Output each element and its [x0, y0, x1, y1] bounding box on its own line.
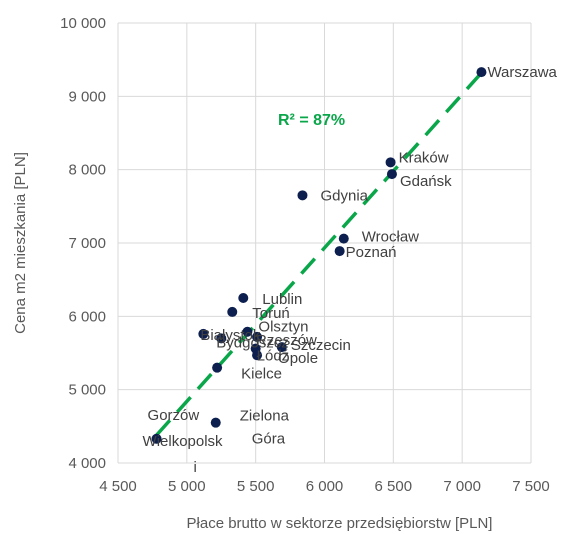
data-point: [476, 67, 487, 78]
point-label: Olsztyn: [258, 319, 308, 336]
y-tick-label: 10 000: [60, 15, 106, 32]
data-point: [212, 362, 223, 373]
point-label: Kielce: [241, 366, 282, 383]
y-tick-label: 6 000: [68, 308, 106, 325]
data-point: [386, 169, 397, 180]
data-point: [198, 328, 209, 339]
data-point: [210, 417, 221, 428]
y-tick-label: 4 000: [68, 455, 106, 472]
point-label: Toruń: [252, 305, 290, 322]
point-label: Poznań: [346, 244, 397, 261]
trendline-group: [155, 71, 483, 437]
trendline: [155, 71, 483, 437]
y-tick-label: 5 000: [68, 382, 106, 399]
x-tick-label: 7 500: [512, 478, 550, 495]
point-label: Warszawa: [487, 64, 557, 81]
r-squared-annotation: R² = 87%: [278, 112, 345, 129]
y-tick-label: 8 000: [68, 162, 106, 179]
point-label: Lublin: [262, 291, 302, 308]
data-point: [385, 157, 396, 168]
point-label: Gdańsk: [400, 173, 452, 190]
data-point: [216, 333, 227, 344]
data-point: [276, 342, 287, 353]
data-point: [334, 246, 345, 257]
data-point: [297, 190, 308, 201]
point-label: Gdynia: [320, 187, 368, 204]
point-label: Kraków: [399, 149, 449, 166]
point-label: Zielona Góra: [240, 408, 290, 448]
data-point: [252, 331, 263, 342]
x-tick-label: 4 500: [99, 478, 137, 495]
grid: [117, 22, 532, 464]
point-label: Rzeszów: [256, 332, 317, 349]
x-axis-title: Płace brutto w sektorze przedsiębiorstw …: [187, 515, 493, 532]
x-tick-label: 6 000: [306, 478, 344, 495]
y-axis-title: Cena m2 mieszkania [PLN]: [12, 152, 29, 334]
data-point: [242, 326, 253, 337]
x-tick-label: 6 500: [375, 478, 413, 495]
data-point: [238, 293, 249, 303]
point-label: Bydgoszcz: [216, 334, 289, 351]
data-point: [252, 350, 263, 361]
data-point: [338, 233, 349, 244]
data-point: [151, 433, 162, 444]
point-label: Gorzów Wielkopolsk i: [143, 407, 224, 476]
data-points: [151, 67, 487, 444]
point-label: Szczecin: [291, 337, 351, 354]
point-label: Wrocław: [362, 229, 419, 246]
point-label: Białystok: [200, 327, 261, 344]
data-point: [227, 306, 238, 317]
x-tick-label: 7 000: [443, 478, 481, 495]
y-tick-label: 9 000: [68, 88, 106, 105]
x-tick-label: 5 500: [237, 478, 275, 495]
point-label: Łódź: [257, 348, 290, 365]
point-label: Opole: [278, 350, 318, 367]
x-tick-label: 5 000: [168, 478, 206, 495]
y-tick-label: 7 000: [68, 235, 106, 252]
tick-labels: 4 500 5 000 5 500 6 000 6 500 7 000 7 500 4 000…: [60, 15, 550, 495]
